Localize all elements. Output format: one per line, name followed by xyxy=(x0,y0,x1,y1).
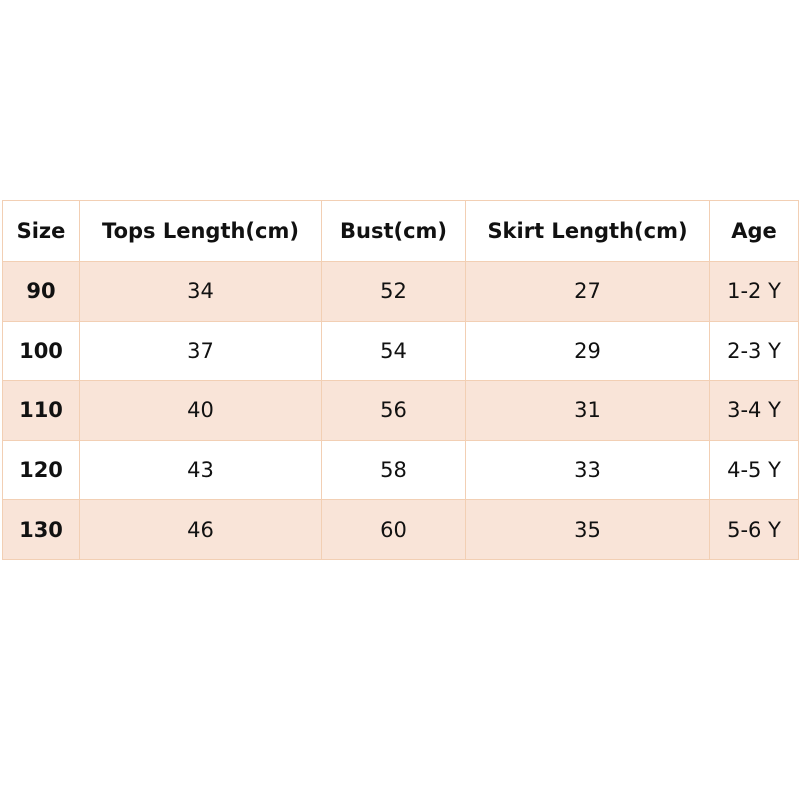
table-cell: 40 xyxy=(79,380,322,441)
table-cell: 60 xyxy=(321,499,466,560)
row-label-cell: 90 xyxy=(2,261,80,322)
table-cell: 43 xyxy=(79,439,322,501)
table-cell: 27 xyxy=(465,261,710,322)
size-table: Size Tops Length(cm) Bust(cm) Skirt Length(… xyxy=(2,200,799,560)
table-body: Size Tops Length(cm) Bust(cm) Skirt Length(… xyxy=(2,200,799,560)
table-cell: 52 xyxy=(321,261,466,322)
table-cell: Tops Length(cm) xyxy=(79,200,322,262)
table-cell: 34 xyxy=(79,261,322,322)
table-cell: Skirt Length(cm) xyxy=(465,200,710,262)
table-row: 90 34 52 27 1-2 Y xyxy=(2,261,799,322)
table-cell: Size xyxy=(2,200,80,262)
row-label-cell: 110 xyxy=(2,380,80,441)
table-cell: Age xyxy=(709,200,799,262)
table-row: 110 40 56 31 3-4 Y xyxy=(2,380,799,441)
table-cell: 2-3 Y xyxy=(709,320,799,382)
table-row: 120 43 58 33 4-5 Y xyxy=(2,439,799,501)
table-cell: 46 xyxy=(79,499,322,560)
table-cell: 54 xyxy=(321,320,466,382)
table-cell: 56 xyxy=(321,380,466,441)
row-label-cell: 120 xyxy=(2,439,80,501)
table-cell: 3-4 Y xyxy=(709,380,799,441)
table-cell: 33 xyxy=(465,439,710,501)
table-cell: 37 xyxy=(79,320,322,382)
table-cell: 35 xyxy=(465,499,710,560)
table-row: 130 46 60 35 5-6 Y xyxy=(2,499,799,560)
table-cell: 31 xyxy=(465,380,710,441)
row-label-cell: 100 xyxy=(2,320,80,382)
row-label-cell: 130 xyxy=(2,499,80,560)
table-row: 100 37 54 29 2-3 Y xyxy=(2,320,799,382)
table-cell: Bust(cm) xyxy=(321,200,466,262)
table-cell: 5-6 Y xyxy=(709,499,799,560)
table-cell: 58 xyxy=(321,439,466,501)
header-row: Size Tops Length(cm) Bust(cm) Skirt Length(… xyxy=(2,200,799,262)
table-cell: 1-2 Y xyxy=(709,261,799,322)
table-cell: 29 xyxy=(465,320,710,382)
table-cell: 4-5 Y xyxy=(709,439,799,501)
